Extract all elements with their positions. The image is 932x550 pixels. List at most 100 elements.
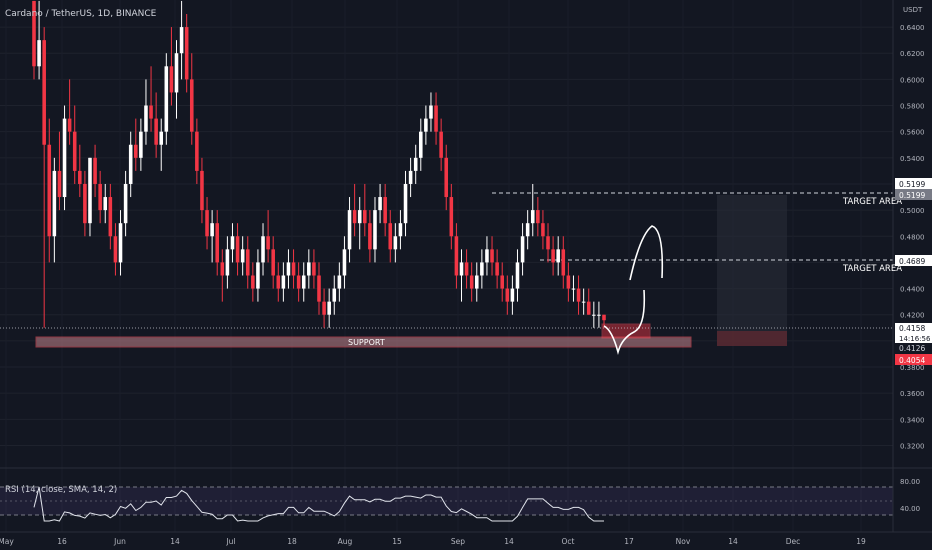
candle-body: [581, 301, 586, 303]
candle-body: [586, 301, 591, 315]
candle-body: [536, 210, 540, 224]
candle-body: [413, 157, 418, 171]
candle: [459, 249, 464, 302]
candle-body: [62, 118, 67, 198]
candle: [541, 210, 545, 250]
candle: [403, 170, 408, 237]
candle: [205, 197, 209, 250]
price-tick-label: 0.5400: [900, 155, 925, 163]
candle: [37, 0, 41, 80]
candle-body: [357, 210, 362, 224]
time-tick-label: Nov: [676, 537, 691, 546]
candle: [164, 53, 169, 145]
time-tick-label: 14: [504, 537, 514, 546]
rsi-title: RSI (14, close, SMA, 14, 2): [5, 485, 117, 495]
candle-body: [561, 249, 566, 276]
candle: [174, 40, 179, 119]
candle-body: [169, 66, 174, 93]
candle: [317, 262, 321, 315]
candle: [454, 223, 459, 289]
candle: [322, 288, 326, 328]
time-tick-label: Dec: [786, 537, 801, 546]
candle-body: [541, 223, 545, 237]
candle: [98, 170, 102, 224]
time-tick-label: 14: [170, 537, 180, 546]
candle-body: [327, 301, 331, 315]
candle-body: [530, 210, 535, 224]
candle-body: [500, 275, 504, 289]
candle: [474, 262, 479, 302]
time-tick-label: 17: [624, 537, 634, 546]
candle-body: [597, 314, 601, 316]
rsi-panel: [0, 467, 932, 522]
candle: [536, 197, 540, 237]
candle-body: [347, 210, 352, 250]
candle: [134, 118, 138, 171]
candle: [464, 249, 469, 289]
candle: [245, 236, 250, 289]
candle: [449, 183, 454, 250]
candle-body: [296, 275, 301, 289]
candle: [434, 92, 438, 145]
candle-body: [388, 223, 393, 250]
candle-body: [403, 183, 408, 224]
candle-body: [271, 249, 275, 276]
candle: [357, 197, 362, 250]
badge-countdown-text: 14:16:56: [899, 335, 931, 343]
candle: [62, 105, 67, 211]
candle-body: [490, 249, 494, 263]
candle-body: [103, 197, 108, 211]
zones-layer: [0, 192, 893, 348]
candle-body: [245, 249, 250, 276]
candle: [123, 170, 128, 237]
candle-body: [525, 223, 530, 237]
support-label: SUPPORT: [348, 338, 385, 347]
candle-body: [520, 236, 525, 263]
candle-body: [480, 262, 484, 276]
price-tick-label: 0.4400: [900, 286, 925, 294]
candle-body: [93, 157, 97, 184]
candle: [159, 118, 164, 171]
chart-title: Cardano / TetherUS, 1D, BINANCE: [5, 9, 157, 19]
candle: [139, 118, 143, 171]
candle: [169, 27, 174, 106]
candle: [225, 236, 230, 289]
candle-body: [159, 131, 164, 145]
candle: [352, 183, 357, 237]
badge-low: 0.4054: [895, 354, 932, 365]
badge-target-top-a-text: 0.5199: [899, 180, 925, 189]
candle-body: [424, 118, 428, 132]
candle-body: [139, 131, 143, 158]
badge-support-text: 0.4126: [899, 344, 925, 353]
candle: [378, 183, 382, 224]
candle: [195, 118, 199, 184]
candle-body: [602, 314, 606, 321]
candle: [551, 236, 555, 276]
candle-body: [439, 131, 443, 158]
badge-target-mid: 0.4689: [895, 255, 932, 266]
candle: [52, 157, 57, 263]
candle: [210, 210, 214, 263]
candle: [520, 223, 525, 276]
candle-body: [286, 262, 291, 276]
candle: [597, 301, 601, 328]
candle: [485, 236, 489, 276]
price-tick-label: 0.5600: [900, 129, 925, 137]
candle: [592, 301, 596, 328]
time-tick-label: 15: [392, 537, 402, 546]
candle: [67, 79, 72, 145]
candle: [510, 275, 515, 315]
badge-low-text: 0.4054: [899, 356, 925, 365]
candle-body: [464, 262, 469, 276]
time-tick-label: Sep: [451, 537, 465, 546]
candle-body: [373, 210, 377, 250]
candle-body: [37, 40, 41, 67]
rsi-tick-80: 80.00: [900, 478, 920, 486]
candle: [128, 131, 133, 198]
candle-body: [276, 275, 281, 289]
time-tick-label: 16: [57, 537, 67, 546]
candle-body: [88, 157, 92, 224]
candle-body: [393, 236, 398, 250]
candle: [505, 275, 510, 315]
candle: [184, 14, 189, 93]
